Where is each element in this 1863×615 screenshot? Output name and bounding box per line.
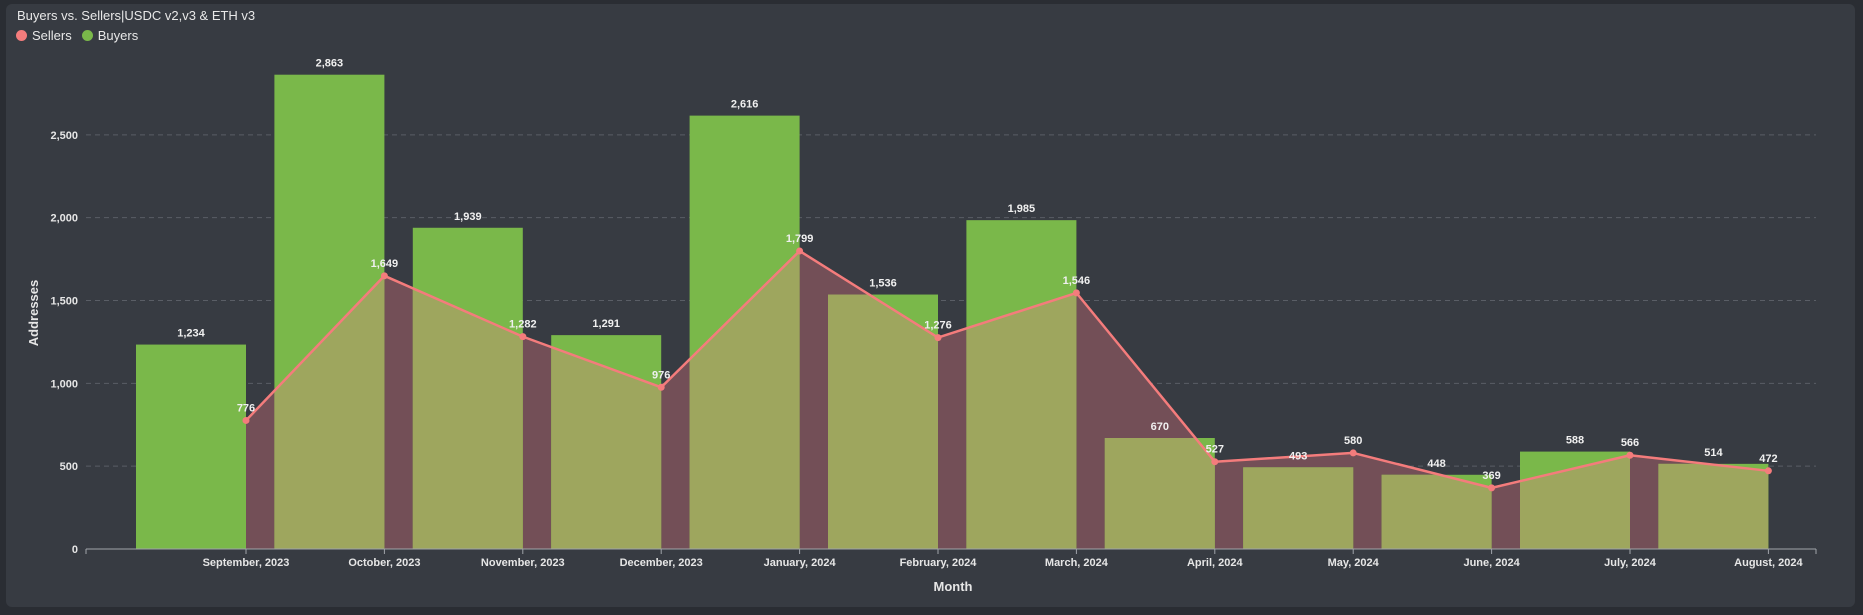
sellers-data-label: 1,649 (371, 258, 399, 270)
sellers-point (380, 272, 388, 280)
buyers-bar-overlap (828, 294, 938, 549)
buyers-data-label: 448 (1427, 458, 1445, 470)
x-tick-label: February, 2024 (900, 557, 978, 569)
buyers-bar-overlap (1658, 463, 1769, 549)
buyers-bar-overlap (1243, 467, 1354, 549)
sellers-point (1211, 458, 1219, 466)
y-tick-label: 500 (60, 461, 78, 473)
sellers-point (796, 247, 804, 255)
y-tick-label: 2,000 (50, 213, 78, 225)
sellers-data-label: 527 (1206, 444, 1224, 456)
sellers-point (519, 333, 527, 341)
data-labels: 1,234 2,863 1,939 1,291 2,616 1,536 1,985 670 49… (177, 58, 1777, 482)
sellers-data-label: 976 (652, 369, 670, 381)
buyers-bar-layer (136, 74, 1769, 549)
x-tick-label: December, 2023 (620, 557, 703, 569)
x-tick-label: June, 2024 (1463, 557, 1520, 569)
sellers-data-label: 369 (1482, 470, 1500, 482)
sellers-data-label: 776 (237, 402, 255, 414)
chart-title: Buyers vs. Sellers|USDC v2,v3 & ETH v3 (17, 8, 256, 23)
sellers-data-label: 580 (1344, 435, 1362, 447)
x-tick-label: November, 2023 (481, 557, 565, 569)
x-axis-title: Month (934, 579, 973, 594)
buyers-data-label: 1,291 (592, 318, 620, 330)
sellers-point (1488, 484, 1496, 492)
x-tick-label: April, 2024 (1187, 557, 1244, 569)
y-tick-label: 2,500 (50, 130, 78, 142)
sellers-data-label: 1,282 (509, 319, 537, 331)
sellers-point (1072, 289, 1080, 297)
buyers-data-label: 1,985 (1008, 203, 1036, 215)
axes: 0 500 1,000 1,500 2,000 2,500 September, 2023 O… (50, 130, 1817, 569)
y-tick-label: 1,500 (50, 296, 78, 308)
legend: Sellers Buyers (16, 28, 138, 43)
y-axis-title: Addresses (26, 280, 41, 346)
legend-label-buyers: Buyers (97, 28, 139, 43)
x-tick-label: August, 2024 (1734, 557, 1803, 569)
buyers-data-label: 670 (1151, 421, 1169, 433)
sellers-data-label: 566 (1621, 437, 1639, 449)
buyers-bar-overlap (1104, 438, 1215, 549)
legend-label-sellers: Sellers (32, 28, 72, 43)
buyers-data-label: 2,616 (731, 99, 759, 111)
buyers-data-label: 493 (1289, 450, 1307, 462)
sellers-data-label: 1,799 (786, 233, 814, 245)
buyers-data-label: 514 (1704, 447, 1723, 459)
sellers-data-label: 1,546 (1063, 275, 1091, 287)
legend-item-sellers[interactable]: Sellers (16, 28, 72, 43)
x-tick-label: May, 2024 (1328, 557, 1380, 569)
legend-dot-buyers (81, 30, 93, 41)
legend-dot-sellers (16, 30, 27, 41)
x-tick-label: March, 2024 (1045, 557, 1109, 569)
buyers-data-label: 2,863 (316, 58, 344, 70)
x-tick-label: September, 2023 (203, 557, 290, 569)
y-tick-label: 1,000 (50, 378, 78, 390)
x-tick-label: July, 2024 (1604, 557, 1657, 569)
buyers-data-label: 1,234 (177, 328, 205, 340)
sellers-point (1349, 449, 1357, 457)
buyers-bar-overlap (1381, 474, 1492, 549)
sellers-line (245, 249, 1769, 490)
sellers-line-layer (242, 247, 1772, 492)
legend-item-buyers[interactable]: Buyers (81, 28, 139, 43)
x-tick-label: January, 2024 (764, 557, 837, 569)
buyers-data-label: 1,939 (454, 211, 482, 223)
sellers-point (242, 416, 250, 424)
y-tick-label: 0 (72, 544, 78, 556)
buyers-data-label: 1,536 (869, 278, 897, 290)
sellers-data-label: 472 (1759, 453, 1777, 465)
sellers-data-label: 1,276 (924, 320, 952, 332)
sellers-point (1626, 451, 1634, 459)
buyers-bar (136, 344, 246, 549)
sellers-point (934, 334, 942, 342)
buyers-data-label: 588 (1566, 435, 1584, 447)
sellers-point (657, 383, 665, 391)
x-tick-label: October, 2023 (348, 557, 420, 569)
sellers-point (1764, 467, 1772, 475)
